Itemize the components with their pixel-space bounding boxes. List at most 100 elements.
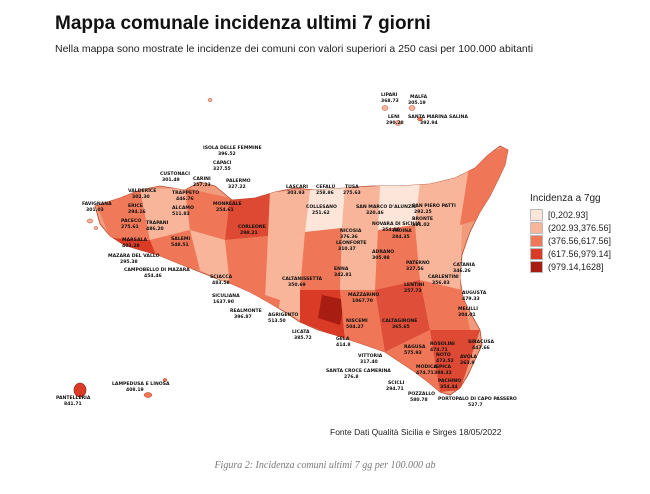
place-name: ROSOLINI [430, 341, 455, 347]
place-value: 290.28 [386, 120, 404, 126]
place-value: 263.9 [460, 360, 475, 366]
place-name: PACECO [121, 218, 141, 224]
place-value: 486.20 [146, 226, 164, 232]
place-value: 302.30 [132, 194, 150, 200]
place-name: CORLEONE [238, 224, 266, 230]
place-value: 385.72 [294, 335, 312, 341]
place-value: 1637.90 [213, 299, 234, 305]
place-value: 356.83 [432, 280, 450, 286]
place-value: 350.69 [288, 282, 306, 288]
place-name: CUSTONACI [160, 171, 190, 177]
place-name: LAMPEDUSA E LINOSA [112, 381, 170, 387]
place-value: 292.25 [414, 209, 432, 215]
egadi-islands [86, 218, 99, 230]
place-value: 305.98 [372, 255, 390, 261]
place-name: GELA [336, 336, 350, 342]
place-value: 295.38 [120, 259, 138, 265]
place-name: VITTORIA [358, 353, 383, 359]
place-name: PANTELLERIA [56, 395, 91, 401]
place-value: 527.7 [468, 402, 483, 408]
place-value: 284.35 [392, 234, 410, 240]
place-value: 841.71 [64, 401, 82, 407]
place-value: 483.58 [212, 280, 230, 286]
legend-label: (202.93,376.56] [548, 222, 612, 233]
place-name: CAMPOBELLO DI MAZARA [124, 267, 190, 273]
page-subtitle: Nella mappa sono mostrate le incidenze d… [55, 43, 534, 55]
place-name: ISOLA DELLE FEMMINE [203, 145, 262, 151]
place-name: PORTOPALO DI CAPO PASSERO [438, 396, 517, 402]
place-value: 414.8 [336, 342, 351, 348]
place-value: 408.19 [126, 387, 144, 393]
legend-item: [0,202.93] [530, 208, 611, 221]
place-name: AUGUSTA [462, 290, 487, 296]
place-value: 301.49 [162, 177, 180, 183]
data-source-note: Fonte Dati Qualità Sicilia e Sirges 18/0… [330, 427, 502, 437]
legend-title: Incidenza a 7gg [530, 193, 601, 204]
place-name: RAGUSA [404, 344, 426, 350]
pantelleria-island [73, 382, 87, 398]
place-value: 504.27 [346, 324, 364, 330]
place-value: 388.32 [434, 370, 452, 376]
legend-item: (617.56,979.14] [530, 247, 611, 260]
place-name: TRAPANI [146, 220, 169, 226]
place-name: AGRIGENTO [268, 312, 298, 318]
place-name: CARLENTINI [428, 274, 459, 280]
place-value: 298.21 [240, 230, 258, 236]
sicily-island [94, 145, 509, 396]
place-name: MONREALE [213, 201, 242, 207]
place-name: SCIACCA [210, 274, 233, 280]
place-name: COLLESANO [306, 204, 337, 210]
place-value: 392.94 [420, 120, 438, 126]
place-name: CATANIA [453, 262, 475, 268]
place-value: 346.26 [453, 268, 471, 274]
legend-label: (979.14,1628] [548, 261, 604, 272]
place-value: 376.36 [340, 234, 358, 240]
aeolian-islands [207, 98, 423, 126]
place-value: 251.62 [312, 210, 330, 216]
place-value: 317.40 [360, 359, 378, 365]
place-name: ENNA [334, 266, 349, 272]
place-value: 511.83 [172, 211, 190, 217]
place-value: 474.71 [430, 347, 448, 353]
place-name: MELILLI [458, 306, 478, 312]
legend-label: (617.56,979.14] [548, 248, 612, 259]
place-value: 396.87 [234, 314, 252, 320]
place-value: 275.63 [343, 190, 361, 196]
place-name: TRAPPETO [172, 190, 199, 196]
place-value: 321.02 [412, 222, 430, 228]
place-value: 294.16 [128, 209, 146, 215]
place-name: MODICA [416, 364, 437, 370]
place-value: 580.78 [410, 397, 428, 403]
place-name: PACHINO [438, 378, 461, 384]
place-name: LENI [388, 114, 400, 120]
legend-label: [0,202.93] [548, 209, 589, 220]
place-value: 479.33 [462, 296, 480, 302]
place-value: 310.37 [338, 246, 356, 252]
place-name: LIPARI [381, 92, 398, 98]
place-name: SANTA MARINA SALINA [408, 114, 468, 120]
place-value: 257.23 [193, 182, 211, 188]
place-value: 454.46 [144, 273, 162, 279]
place-value: 396.52 [218, 151, 236, 157]
place-name: SICULIANA [212, 293, 240, 299]
place-value: 368.73 [381, 98, 399, 104]
place-name: CALTANISSETTA [282, 276, 323, 282]
place-name: LASCARI [286, 184, 308, 190]
place-name: SANTA CROCE CAMERINA [326, 368, 391, 374]
legend-item: (979.14,1628] [530, 260, 611, 273]
place-value: 254.61 [216, 207, 234, 213]
place-value: 327.22 [228, 184, 246, 190]
place-name: SAN PIERO PATTI [412, 203, 456, 209]
place-name: SAN MARCO D'ALUNZIO [356, 204, 417, 210]
place-name: ADRANO [372, 249, 394, 255]
place-value: 301.03 [86, 207, 104, 213]
legend-item: (376.56,617.56] [530, 234, 611, 247]
place-value: 446.76 [176, 196, 194, 202]
place-value: 275.61 [121, 224, 139, 230]
legend-swatch [530, 208, 543, 221]
place-name: CEFALÙ [316, 183, 335, 190]
place-name: MAZZARINO [348, 292, 379, 298]
place-name: CAPACI [213, 160, 232, 166]
place-name: SIRACUSA [468, 339, 495, 345]
